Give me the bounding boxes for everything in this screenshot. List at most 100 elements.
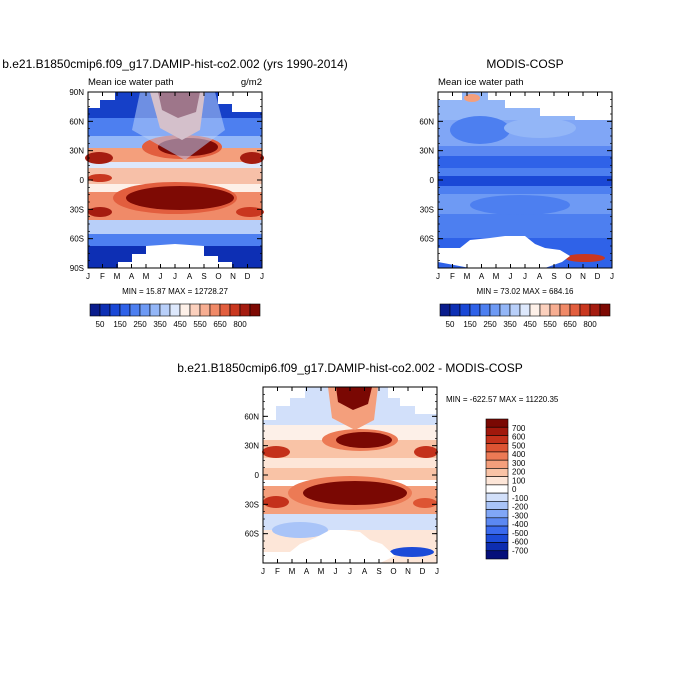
colorbar-swatch	[485, 525, 509, 535]
colorbar-swatch	[479, 303, 491, 317]
y-tick-label: 60S	[70, 235, 84, 244]
panel-diff-title: b.e21.B1850cmip6.f09_g17.DAMIP-hist-co2.…	[177, 361, 523, 375]
x-tick-label: A	[479, 272, 485, 281]
colorbar-swatch	[485, 435, 509, 445]
x-tick-label: J	[159, 272, 163, 281]
x-tick-label: F	[100, 272, 105, 281]
colorbar-label: -400	[512, 520, 529, 529]
colorbar-swatch	[485, 459, 509, 469]
colorbar-swatch	[499, 303, 511, 317]
y-tick-label: 30S	[70, 205, 84, 214]
colorbar-swatch	[179, 303, 191, 317]
colorbar-label: 400	[512, 450, 526, 459]
x-tick-label: M	[114, 272, 121, 281]
colorbar-swatch	[579, 303, 591, 317]
colorbar-label: 550	[543, 320, 557, 329]
colorbar-label: -300	[512, 511, 529, 520]
y-tick-label: 30S	[245, 500, 259, 509]
x-tick-label: J	[523, 272, 527, 281]
colorbar-label: -100	[512, 494, 529, 503]
x-tick-label: M	[318, 567, 325, 576]
x-tick-label: A	[304, 567, 310, 576]
x-tick-label: N	[580, 272, 586, 281]
panel-diff-minmax: MIN = -622.57 MAX = 11220.35	[446, 395, 559, 404]
colorbar-swatch	[599, 303, 611, 317]
x-tick-label: N	[230, 272, 236, 281]
colorbar-swatch	[485, 468, 509, 477]
colorbar-label: 800	[583, 320, 597, 329]
y-tick-label: 60S	[420, 235, 434, 244]
colorbar-label: 100	[512, 476, 526, 485]
x-tick-label: S	[201, 272, 206, 281]
colorbar-swatch	[509, 303, 521, 317]
x-tick-label: M	[464, 272, 471, 281]
colorbar-swatch	[459, 303, 471, 317]
colorbar-swatch	[589, 303, 601, 317]
x-tick-label: F	[275, 567, 280, 576]
panel-model: b.e21.B1850cmip6.f09_g17.DAMIP-hist-co2.…	[2, 57, 348, 329]
colorbar-label: 150	[113, 320, 127, 329]
colorbar-label: -700	[512, 546, 529, 555]
y-tick-label: 60N	[419, 117, 434, 126]
colorbar-label: 650	[563, 320, 577, 329]
x-tick-label: D	[245, 272, 251, 281]
colorbar-label: 450	[173, 320, 187, 329]
x-tick-label: J	[348, 567, 352, 576]
x-tick-label: M	[493, 272, 500, 281]
colorbar-swatch	[109, 303, 121, 317]
panel-obs-y-axis: 60N 30N 0 30S 60S	[419, 91, 612, 262]
y-tick-label: 60S	[245, 530, 259, 539]
y-tick-label: 0	[430, 176, 435, 185]
x-tick-label: F	[450, 272, 455, 281]
x-tick-label: M	[289, 567, 296, 576]
colorbar-swatch	[149, 303, 161, 317]
colorbar-label: 450	[523, 320, 537, 329]
x-tick-label: O	[390, 567, 396, 576]
panel-model-units: g/m2	[241, 77, 262, 88]
y-tick-label: 90S	[70, 264, 84, 273]
colorbar-swatch	[549, 303, 561, 317]
colorbar-label: 250	[483, 320, 497, 329]
y-tick-label: 30N	[69, 147, 84, 156]
colorbar-swatch	[519, 303, 531, 317]
x-tick-label: J	[435, 567, 439, 576]
x-tick-label: J	[86, 272, 90, 281]
x-tick-label: A	[187, 272, 193, 281]
colorbar-swatch	[119, 303, 131, 317]
colorbar-swatch	[485, 426, 509, 436]
colorbar-swatch	[99, 303, 111, 317]
colorbar-swatch	[89, 303, 101, 317]
colorbar-label: -200	[512, 503, 529, 512]
colorbar-swatch	[209, 303, 221, 317]
colorbar-label: 350	[503, 320, 517, 329]
panel-obs-subtitle: Mean ice water path	[438, 77, 524, 88]
colorbar-swatch	[439, 303, 451, 317]
colorbar-swatch	[489, 303, 501, 317]
colorbar-swatch	[485, 492, 509, 502]
y-tick-label: 60N	[244, 412, 259, 421]
colorbar-swatch	[449, 303, 461, 317]
x-tick-label: J	[261, 567, 265, 576]
panel-model-colorbar: 50 150 250 350 450 550 650 800	[89, 303, 261, 329]
panel-model-y-axis: 90N 60N 30N 0 30S 60S 90S	[69, 88, 262, 273]
panel-obs-contour-field	[438, 92, 612, 268]
panel-diff-contour-field	[262, 387, 438, 563]
panel-diff-y-axis: 60N 30N 0 30S 60S	[244, 386, 437, 557]
colorbar-label: 200	[512, 468, 526, 477]
colorbar-swatch	[569, 303, 581, 317]
y-tick-label: 0	[255, 471, 260, 480]
colorbar-swatch	[219, 303, 231, 317]
y-tick-label: 30N	[419, 147, 434, 156]
x-tick-label: D	[595, 272, 601, 281]
colorbar-swatch	[485, 509, 509, 519]
colorbar-swatch	[139, 303, 151, 317]
colorbar-swatch	[485, 550, 509, 560]
y-tick-label: 30S	[420, 205, 434, 214]
x-tick-label: N	[405, 567, 411, 576]
x-tick-label: O	[215, 272, 221, 281]
colorbar-label: -500	[512, 529, 529, 538]
x-tick-label: M	[143, 272, 150, 281]
